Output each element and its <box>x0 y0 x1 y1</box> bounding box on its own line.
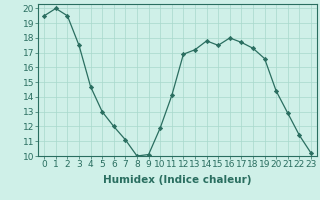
X-axis label: Humidex (Indice chaleur): Humidex (Indice chaleur) <box>103 175 252 185</box>
